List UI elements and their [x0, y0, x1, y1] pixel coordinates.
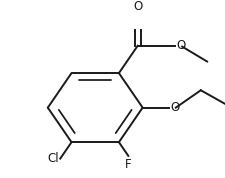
Text: Cl: Cl	[47, 152, 59, 165]
Text: F: F	[124, 158, 131, 171]
Text: O: O	[176, 39, 185, 52]
Text: O: O	[169, 101, 178, 114]
Text: O: O	[133, 0, 142, 13]
